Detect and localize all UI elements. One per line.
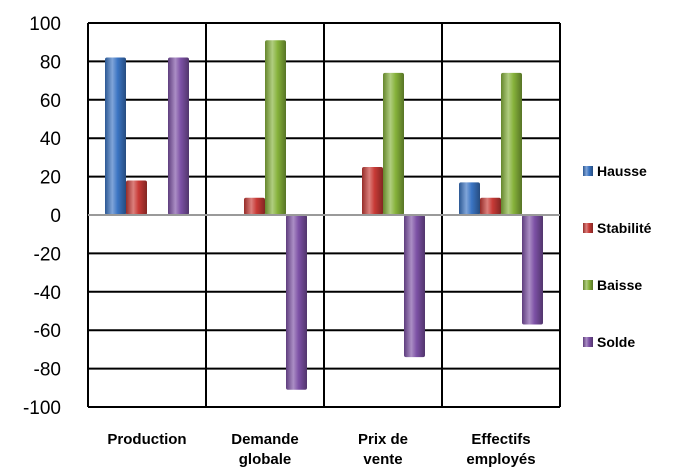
bar-solde xyxy=(286,215,307,390)
legend-label: Hausse xyxy=(597,163,647,179)
legend-label: Solde xyxy=(597,334,635,350)
legend-swatch-solde xyxy=(583,337,593,347)
y-tick-label: 40 xyxy=(40,129,61,150)
legend-label: Baisse xyxy=(597,277,642,293)
bar-solde xyxy=(404,215,425,358)
y-tick-label: -60 xyxy=(34,321,61,342)
x-category-label: Effectifs employés xyxy=(466,431,535,468)
x-axis-categories: Production Demande globale Prix de vente Effe… xyxy=(107,431,535,468)
y-tick-label: -80 xyxy=(34,360,61,381)
bar-stabilité xyxy=(480,197,501,215)
y-tick-label: -100 xyxy=(23,398,61,419)
legend-swatch-hausse xyxy=(583,166,593,176)
bar-baisse xyxy=(383,72,404,215)
legend-label: Stabilité xyxy=(597,220,652,236)
legend: Hausse Stabilité Baisse Solde xyxy=(583,163,652,350)
bar-baisse xyxy=(265,40,286,215)
y-tick-label: -40 xyxy=(34,283,61,304)
bar-stabilité xyxy=(362,167,383,215)
bar-baisse xyxy=(501,72,522,215)
y-tick-label: 80 xyxy=(40,52,61,73)
bar-stabilité xyxy=(244,197,265,215)
x-category-label: Demande globale xyxy=(231,431,299,468)
legend-swatch-stabilité xyxy=(583,223,593,233)
y-tick-label: 100 xyxy=(29,14,61,35)
y-axis-ticks: -100 -80 -60 -40 -20 0 20 40 60 80 100 xyxy=(23,14,61,419)
bar-hausse xyxy=(459,182,480,215)
y-tick-label: -20 xyxy=(34,244,61,265)
y-tick-label: 60 xyxy=(40,91,61,112)
x-category-label: Prix de vente xyxy=(358,431,408,468)
bars xyxy=(105,40,543,390)
bar-solde xyxy=(168,57,189,216)
y-tick-label: 0 xyxy=(50,206,61,227)
bar-hausse xyxy=(105,57,126,216)
y-tick-label: 20 xyxy=(40,168,61,189)
bar-stabilité xyxy=(126,180,147,215)
bar-solde xyxy=(522,215,543,325)
x-category-label: Production xyxy=(107,431,186,448)
legend-swatch-baisse xyxy=(583,280,593,290)
